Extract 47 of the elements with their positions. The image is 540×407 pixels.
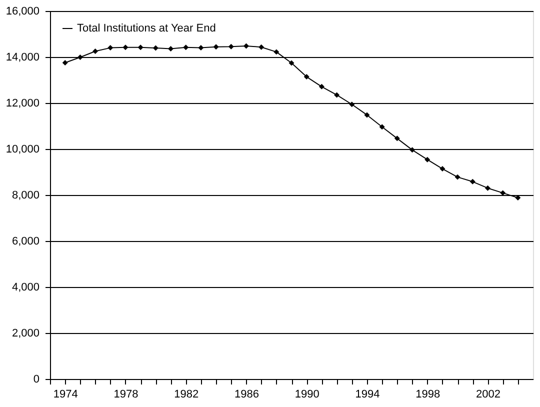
point (274, 49, 280, 55)
point (168, 46, 174, 52)
point (243, 43, 249, 49)
point (122, 44, 128, 50)
point (484, 185, 490, 191)
x-tick-label: 1986 (234, 388, 259, 400)
point (424, 156, 430, 162)
y-tick-label: 14,000 (6, 52, 40, 64)
point (138, 44, 144, 50)
point (318, 84, 324, 90)
y-tick-label: 2,000 (12, 328, 40, 340)
point (334, 92, 340, 98)
point (77, 54, 83, 60)
x-tick-label: 1982 (174, 388, 199, 400)
point (152, 45, 158, 51)
y-tick-label: 4,000 (12, 282, 40, 294)
point (213, 44, 219, 50)
point (454, 174, 460, 180)
x-tick-label: 1990 (294, 388, 320, 400)
x-tick-label: 2002 (476, 388, 500, 400)
y-tick-label: 6,000 (12, 236, 40, 248)
y-tick-label: 16,000 (6, 6, 40, 18)
point (410, 147, 415, 153)
point (62, 60, 68, 66)
point (304, 74, 310, 80)
point (364, 112, 370, 118)
point (198, 45, 204, 51)
point (379, 124, 385, 130)
x-tick-label: 1978 (114, 388, 138, 400)
y-tick-label: 8,000 (12, 190, 40, 202)
point (108, 45, 114, 51)
point (349, 102, 355, 108)
x-tick-label: 1998 (416, 388, 440, 400)
point (440, 166, 446, 172)
y-tick-label: 10,000 (6, 144, 40, 156)
point (92, 48, 98, 54)
point (183, 44, 189, 50)
x-tick-label: 1974 (53, 388, 78, 400)
y-tick-label: 12,000 (6, 98, 40, 110)
x-tick-label: 1994 (355, 388, 380, 400)
y-tick-label: 0 (33, 374, 40, 386)
point (394, 136, 400, 142)
point (228, 44, 234, 50)
point (258, 44, 264, 50)
legend-label: Total Institutions at Year End (77, 22, 216, 34)
point (288, 60, 294, 66)
point (470, 178, 476, 184)
